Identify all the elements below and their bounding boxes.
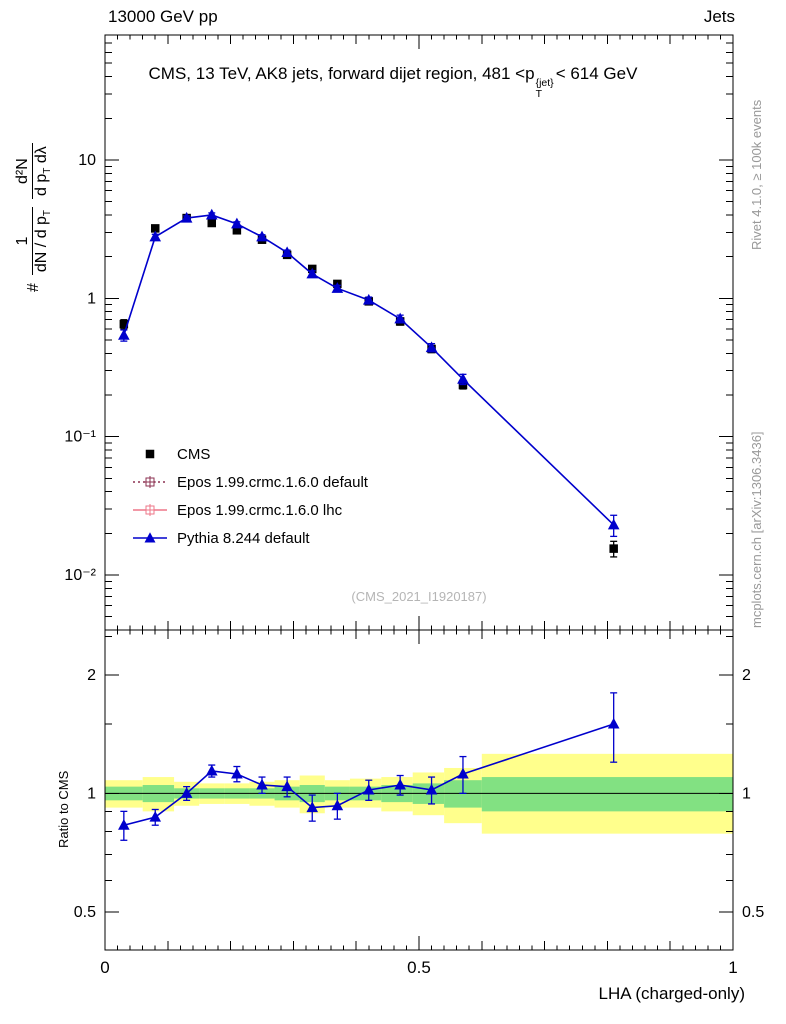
data-point-triangle [425, 341, 438, 353]
tick-label: 1 [87, 290, 96, 307]
legend: CMS Epos 1.99.crmc.1.6.0 default Epos 1.99… [132, 445, 368, 547]
legend-item: CMS [132, 445, 368, 463]
data-point-triangle [306, 267, 319, 279]
tick-label: 10⁻² [64, 567, 96, 584]
data-point-square [609, 544, 618, 553]
data-point-triangle [180, 211, 193, 223]
x-axis-label: LHA (charged-only) [598, 984, 745, 1003]
data-point-triangle [231, 217, 243, 229]
data-point-triangle [607, 518, 620, 530]
legend-label: Epos 1.99.crmc.1.6.0 lhc [177, 501, 343, 519]
data-point-triangle [149, 230, 162, 242]
data-point-triangle [362, 783, 375, 795]
pt-subscript: T [535, 87, 542, 100]
rivet-version-note: Rivet 4.1.0, ≥ 100k events [749, 99, 764, 250]
cross-open-marker-icon [133, 504, 167, 516]
cross-open-marker-icon [133, 476, 167, 488]
data-point-triangle [394, 312, 406, 324]
data-point-triangle [149, 810, 162, 822]
legend-label: Pythia 8.244 default [177, 529, 310, 547]
data-point-square [232, 226, 242, 235]
plot-title-text: CMS, 13 TeV, AK8 jets, forward dijet reg… [148, 64, 535, 83]
data-point-square [150, 224, 160, 233]
tick-label: 1 [728, 958, 737, 977]
analysis-group-label: Jets [703, 7, 735, 26]
tick-label: 0 [100, 958, 109, 977]
beam-energy-label: 13000 GeV pp [108, 7, 218, 26]
data-point-triangle [118, 819, 130, 830]
data-point-square [207, 218, 217, 228]
band-green [481, 777, 733, 812]
data-point-triangle [118, 329, 130, 340]
ylabel-fraction-1: 1 dN / d pT [14, 206, 54, 276]
series-pythia-8-244-default [118, 208, 620, 538]
tick-label: 0.5 [742, 904, 764, 921]
legend-label: Epos 1.99.crmc.1.6.0 default [177, 473, 368, 491]
tick-label: 1 [742, 785, 751, 802]
legend-label: CMS [177, 445, 211, 463]
data-point-triangle [205, 764, 218, 776]
tick-label: 1 [87, 785, 96, 802]
data-point-triangle [362, 293, 375, 305]
tick-label: 2 [742, 667, 751, 684]
data-point-triangle [256, 230, 268, 242]
y-axis-label: # 1 dN / d pT d²N d pT dλ [14, 143, 54, 292]
ratio-series-pythia [118, 692, 620, 841]
data-point-triangle [281, 780, 293, 792]
data-point-triangle [331, 282, 344, 293]
plot-title: CMS, 13 TeV, AK8 jets, forward dijet reg… [0, 64, 786, 99]
data-point-square [119, 319, 129, 329]
tick-label: 0.5 [407, 958, 431, 977]
triangle-marker-icon [133, 532, 167, 543]
mcplots-attribution-note: mcplots.cern.ch [arXiv:1306.3436] [749, 431, 764, 628]
plot-title-suffix: < 614 GeV [555, 64, 638, 83]
pt-superscript: {jet} [535, 77, 554, 89]
data-point-triangle [394, 778, 406, 790]
legend-item: Pythia 8.244 default [132, 529, 368, 547]
data-point-triangle [425, 783, 438, 795]
square-marker-icon [145, 449, 155, 459]
legend-item: Epos 1.99.crmc.1.6.0 default [132, 473, 368, 491]
tick-label: 10 [78, 152, 96, 169]
tick-label: 10⁻¹ [64, 429, 96, 446]
data-point-triangle [231, 767, 243, 779]
analysis-id-watermark: (CMS_2021_I1920187) [351, 589, 487, 604]
tick-label: 2 [87, 667, 96, 684]
series-pythia-8-244-default-line [123, 214, 615, 526]
axis-ticks [104, 34, 734, 951]
data-point-triangle [607, 717, 620, 729]
data-point-triangle [457, 767, 469, 779]
data-point-triangle [205, 208, 218, 220]
hash-symbol: # [25, 283, 43, 292]
data-point-triangle [331, 799, 344, 811]
pt-supsub: {jet} T [536, 78, 554, 99]
ratio-y-axis-label: Ratio to CMS [56, 770, 71, 848]
data-point-triangle [457, 373, 469, 384]
ylabel-fraction-2: d²N d pT dλ [14, 143, 54, 199]
data-point-triangle [256, 778, 268, 790]
data-point-triangle [180, 787, 193, 798]
legend-item: Epos 1.99.crmc.1.6.0 lhc [132, 501, 368, 519]
data-point-triangle [281, 246, 293, 258]
data-point-triangle [306, 801, 319, 813]
ratio-series-pythia-line [123, 723, 614, 826]
tick-label: 0.5 [74, 904, 96, 921]
